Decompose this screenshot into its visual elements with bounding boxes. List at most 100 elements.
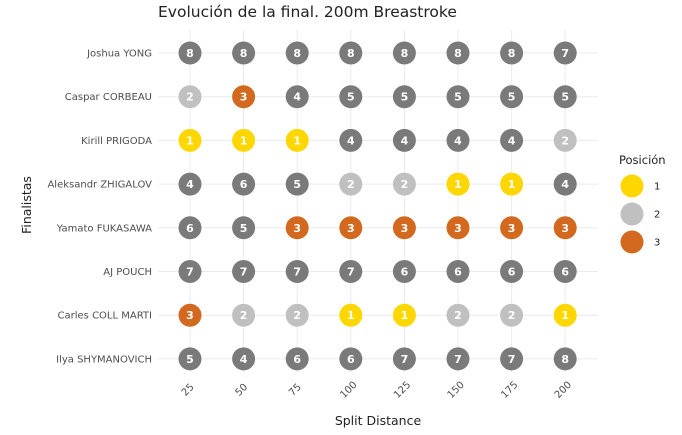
data-point-label: 7: [347, 266, 355, 279]
data-point-label: 7: [401, 353, 409, 366]
data-point-label: 5: [186, 353, 194, 366]
data-point-label: 8: [561, 353, 569, 366]
data-point-label: 5: [401, 91, 409, 104]
data-point: [392, 347, 416, 371]
data-point: [553, 347, 577, 371]
data-point-label: 6: [454, 266, 462, 279]
y-tick-label: AJ POUCH: [103, 267, 152, 278]
data-point: [285, 347, 309, 371]
data-point: [392, 128, 416, 152]
data-point-label: 7: [186, 266, 194, 279]
legend-label: 1: [654, 182, 660, 193]
data-point-label: 3: [347, 222, 355, 235]
data-point-label: 7: [561, 47, 569, 60]
data-point-label: 2: [401, 178, 409, 191]
data-point: [285, 128, 309, 152]
data-point: [500, 303, 524, 327]
data-point-label: 5: [508, 91, 516, 104]
data-point-label: 8: [347, 47, 355, 60]
data-point-label: 3: [240, 91, 248, 104]
data-point-label: 1: [186, 134, 194, 147]
data-point-label: 8: [401, 47, 409, 60]
x-tick-label: 125: [392, 380, 413, 401]
data-point: [446, 260, 470, 283]
data-point: [446, 303, 470, 327]
data-point: [339, 85, 363, 109]
legend: Posición 1 2 3: [619, 153, 666, 254]
y-tick-label: Yamato FUKASAWA: [56, 223, 152, 234]
data-point: [232, 41, 256, 65]
data-point: [500, 172, 524, 196]
data-point: [500, 260, 524, 283]
data-point: [500, 216, 524, 240]
y-tick-label: Kirill PRIGODA: [81, 136, 152, 147]
data-point-label: 5: [240, 222, 248, 235]
data-point: [553, 260, 577, 283]
data-point: [232, 172, 256, 196]
data-point: [500, 128, 524, 152]
data-point-label: 6: [347, 353, 355, 366]
data-point: [285, 260, 309, 283]
data-point-label: 6: [240, 178, 248, 191]
data-point: [339, 347, 363, 371]
data-point-label: 2: [186, 91, 194, 104]
data-point: [446, 41, 470, 65]
data-point-label: 6: [401, 266, 409, 279]
data-point: [446, 128, 470, 152]
data-point-label: 8: [186, 47, 194, 60]
data-point: [178, 128, 202, 152]
data-point: [285, 216, 309, 240]
data-point-label: 3: [293, 222, 301, 235]
data-point: [178, 347, 202, 371]
data-point-label: 1: [454, 178, 462, 191]
data-point: [285, 85, 309, 109]
data-point: [339, 303, 363, 327]
data-point-label: 4: [561, 178, 569, 191]
data-point-label: 2: [454, 309, 462, 322]
data-point: [500, 85, 524, 109]
data-point-label: 8: [454, 47, 462, 60]
data-point-label: 4: [240, 353, 248, 366]
data-point-label: 3: [186, 309, 194, 322]
data-point: [392, 41, 416, 65]
x-tick-label: 100: [338, 380, 359, 401]
x-tick-label: 75: [287, 382, 304, 399]
data-point: [500, 347, 524, 371]
data-point-label: 3: [508, 222, 516, 235]
data-point-label: 1: [240, 134, 248, 147]
data-point: [500, 41, 524, 65]
data-point: [392, 216, 416, 240]
data-point-label: 1: [293, 134, 301, 147]
data-point: [285, 303, 309, 327]
data-point-label: 4: [186, 178, 194, 191]
y-tick-label: Joshua YONG: [86, 49, 152, 60]
data-point: [178, 172, 202, 196]
data-point-label: 2: [561, 134, 569, 147]
data-point: [392, 260, 416, 283]
data-point: [553, 172, 577, 196]
data-point: [392, 172, 416, 196]
legend-key: [620, 174, 644, 198]
x-tick-label: 200: [553, 380, 574, 401]
x-tick-label: 25: [180, 382, 197, 399]
data-point-label: 2: [347, 178, 355, 191]
data-point-label: 8: [293, 47, 301, 60]
data-point-label: 7: [454, 353, 462, 366]
data-point-label: 8: [240, 47, 248, 60]
legend-key: [620, 230, 644, 254]
x-tick-label: 150: [446, 380, 467, 401]
data-point-label: 1: [508, 178, 516, 191]
data-point: [178, 216, 202, 240]
data-point-label: 3: [401, 222, 409, 235]
chart-title: Evolución de la final. 200m Breastroke: [158, 3, 457, 21]
data-point-label: 2: [240, 309, 248, 322]
data-point-label: 4: [508, 134, 516, 147]
data-point-label: 6: [186, 222, 194, 235]
data-point-label: 1: [347, 309, 355, 322]
data-point-label: 5: [561, 91, 569, 104]
data-point-label: 4: [401, 134, 409, 147]
grid: [158, 30, 598, 372]
y-tick-label: Caspar CORBEAU: [65, 92, 152, 103]
data-point: [232, 347, 256, 371]
x-tick-label: 50: [233, 382, 250, 399]
